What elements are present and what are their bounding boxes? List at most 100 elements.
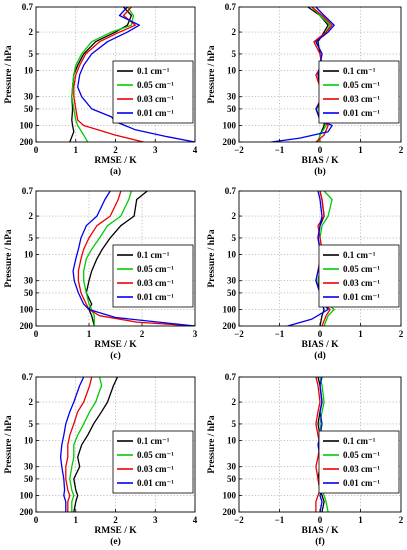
series-line-0-05 (71, 7, 135, 142)
y-tick-label: 2 (232, 397, 237, 407)
y-tick-label: 100 (223, 120, 237, 130)
panel-6: −2 −1 0 1 2 0.7 2 5 10 30 50 100 200 BIAS / K Pressure… (207, 372, 404, 547)
y-axis-title: Pressure / hPa (207, 415, 217, 473)
y-tick-label: 0.7 (225, 186, 237, 196)
y-tick-label: 10 (227, 249, 237, 259)
x-tick-label: 2 (140, 329, 145, 339)
y-tick-label: 10 (24, 435, 34, 445)
series-line-0-03 (77, 191, 195, 326)
y-tick-label: 200 (20, 321, 34, 331)
panel-label: (b) (314, 166, 326, 177)
x-tick-label: 3 (153, 515, 158, 525)
legend-label: 0.01 cm⁻¹ (137, 478, 174, 488)
y-tick-label: 100 (223, 304, 237, 314)
legend-label: 0.05 cm⁻¹ (343, 264, 380, 274)
x-tick-label: 1 (358, 145, 363, 155)
legend-label: 0.01 cm⁻¹ (343, 292, 380, 302)
x-tick-label: 4 (193, 515, 198, 525)
y-tick-label: 100 (223, 490, 237, 500)
y-tick-label: 30 (227, 462, 237, 472)
legend-label: 0.1 cm⁻¹ (343, 250, 376, 260)
panel-4: −2 −1 0 1 2 0.7 2 5 10 30 50 100 200 BIAS / K Pressure… (207, 186, 404, 361)
x-tick-label: −2 (234, 329, 244, 339)
series-line-0-1 (85, 191, 148, 326)
x-tick-label: 2 (113, 145, 118, 155)
y-tick-label: 5 (29, 419, 34, 429)
y-tick-label: 200 (223, 507, 237, 517)
panel-3: 0 1 2 3 0.7 2 5 10 30 50 100 200 RMSE / K Pressure / … (4, 186, 198, 361)
y-axis-title: Pressure / hPa (207, 229, 217, 287)
panel-label: (a) (110, 166, 121, 177)
x-tick-label: 0 (318, 515, 323, 525)
legend-label: 0.03 cm⁻¹ (137, 94, 174, 104)
y-tick-label: 50 (24, 104, 34, 114)
x-axis-title: RMSE / K (94, 340, 137, 350)
panel-label: (e) (110, 536, 121, 547)
y-tick-label: 50 (227, 288, 237, 298)
x-tick-label: 1 (358, 329, 363, 339)
legend-label: 0.1 cm⁻¹ (343, 66, 376, 76)
x-tick-label: −1 (275, 515, 285, 525)
y-tick-label: 30 (227, 92, 237, 102)
y-tick-label: 2 (29, 211, 34, 221)
y-tick-label: 200 (223, 321, 237, 331)
legend-label: 0.1 cm⁻¹ (137, 250, 170, 260)
x-tick-label: 0 (34, 329, 39, 339)
x-axis-title: BIAS / K (302, 340, 340, 350)
legend: 0.1 cm⁻¹ 0.05 cm⁻¹ 0.03 cm⁻¹ 0.01 cm⁻¹ (112, 244, 194, 308)
x-tick-label: 2 (399, 145, 404, 155)
y-tick-label: 2 (232, 27, 237, 37)
legend-label: 0.1 cm⁻¹ (137, 66, 170, 76)
y-tick-label: 5 (232, 49, 237, 59)
legend-label: 0.03 cm⁻¹ (343, 464, 380, 474)
y-axis-title: Pressure / hPa (207, 45, 217, 103)
y-axis-title: Pressure / hPa (4, 229, 14, 287)
x-tick-label: 2 (399, 329, 404, 339)
plot-frame (35, 190, 196, 327)
series-line-0-1 (73, 377, 119, 512)
legend-label: 0.03 cm⁻¹ (343, 278, 380, 288)
x-tick-label: 2 (113, 515, 118, 525)
x-tick-label: −2 (234, 515, 244, 525)
y-tick-label: 10 (24, 249, 34, 259)
legend-label: 0.05 cm⁻¹ (343, 80, 380, 90)
x-axis-title: RMSE / K (94, 526, 137, 536)
x-axis-title: BIAS / K (302, 526, 340, 536)
y-tick-label: 50 (24, 288, 34, 298)
x-tick-label: 3 (193, 329, 198, 339)
legend: 0.1 cm⁻¹ 0.05 cm⁻¹ 0.03 cm⁻¹ 0.01 cm⁻¹ (112, 60, 194, 124)
legend-label: 0.03 cm⁻¹ (343, 94, 380, 104)
y-tick-label: 5 (29, 49, 34, 59)
series-line-0-03 (73, 7, 144, 142)
x-tick-label: −2 (234, 145, 244, 155)
y-tick-label: 0.7 (225, 372, 237, 382)
y-tick-label: 200 (20, 137, 34, 147)
y-tick-label: 5 (232, 419, 237, 429)
y-axis-title: Pressure / hPa (4, 45, 14, 103)
y-tick-label: 50 (227, 104, 237, 114)
series-group (69, 7, 195, 142)
x-tick-label: 1 (87, 329, 92, 339)
panel-label: (c) (110, 350, 121, 361)
x-tick-label: −1 (275, 329, 285, 339)
x-tick-label: 1 (74, 145, 79, 155)
panel-1: 0 1 2 3 4 0.7 2 5 10 30 50 100 200 RMSE / K Pressure /… (4, 2, 198, 177)
y-tick-label: 100 (20, 304, 34, 314)
x-tick-label: 0 (318, 145, 323, 155)
series-line-0-03 (65, 377, 93, 512)
y-tick-label: 10 (24, 65, 34, 75)
y-tick-label: 10 (227, 435, 237, 445)
series-line-0-05 (69, 377, 103, 512)
legend: 0.1 cm⁻¹ 0.05 cm⁻¹ 0.03 cm⁻¹ 0.01 cm⁻¹ (318, 430, 400, 494)
y-tick-label: 30 (227, 276, 237, 286)
legend-label: 0.01 cm⁻¹ (137, 292, 174, 302)
legend: 0.1 cm⁻¹ 0.05 cm⁻¹ 0.03 cm⁻¹ 0.01 cm⁻¹ (318, 244, 400, 308)
legend-label: 0.05 cm⁻¹ (137, 80, 174, 90)
y-axis-title: Pressure / hPa (4, 415, 14, 473)
y-tick-label: 0.7 (22, 372, 34, 382)
x-tick-label: 0 (34, 515, 39, 525)
x-tick-label: 4 (193, 145, 198, 155)
legend-label: 0.05 cm⁻¹ (343, 450, 380, 460)
series-line-0-01 (59, 377, 85, 512)
y-tick-label: 5 (232, 233, 237, 243)
